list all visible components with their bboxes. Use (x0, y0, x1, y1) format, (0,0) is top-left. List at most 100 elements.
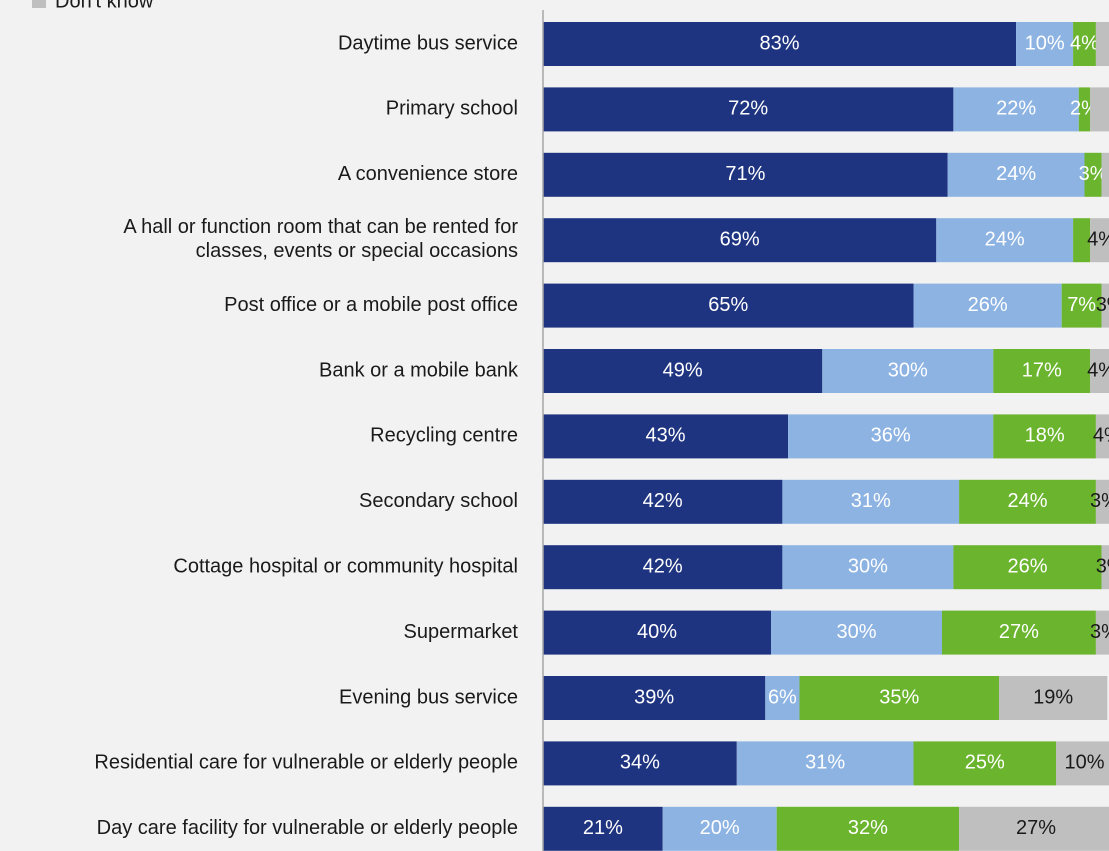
bar-segment (1078, 87, 1091, 132)
bar-segment (953, 87, 1079, 132)
bar-segment (543, 545, 783, 590)
value-label: 4% (1087, 359, 1109, 381)
bar-segment (799, 676, 999, 720)
bar-segment (1061, 283, 1102, 328)
category-label: Residential care for vulnerable or elder… (94, 752, 518, 774)
bar-segment (543, 22, 1017, 66)
bar-segment (1016, 22, 1074, 66)
value-label: 42% (643, 490, 683, 512)
bar-segment (543, 610, 771, 655)
bar-segment (765, 676, 800, 720)
category-label: Primary school (386, 98, 518, 120)
value-label: 3% (1079, 163, 1108, 185)
value-label: 83% (760, 32, 800, 54)
value-label: 24% (1007, 490, 1047, 512)
value-label: 4% (1093, 425, 1109, 447)
category-label: Evening bus service (339, 686, 518, 708)
value-label: 71% (725, 163, 765, 185)
value-label: 22% (996, 98, 1036, 120)
bar-segment (662, 806, 777, 851)
bar-segment (543, 741, 737, 786)
value-label: 42% (643, 555, 683, 577)
bar-segment (543, 218, 937, 263)
bar-segment (1073, 22, 1096, 66)
legend-label: Don't know (55, 0, 154, 12)
bar-segment (959, 479, 1096, 524)
value-label: 26% (1007, 555, 1047, 577)
category-label: Day care facility for vulnerable or elde… (97, 817, 518, 839)
value-label: 17% (1022, 359, 1062, 381)
value-label: 30% (888, 359, 928, 381)
value-label: 4% (1087, 228, 1109, 250)
value-label: 30% (848, 555, 888, 577)
bar-segment (1101, 152, 1109, 197)
bar-segment (959, 806, 1109, 851)
value-label: 27% (1016, 817, 1056, 839)
category-label: Daytime bus service (338, 32, 518, 54)
bar-segment (936, 218, 1074, 263)
value-label: 25% (965, 752, 1005, 774)
bar-segment (913, 283, 1062, 328)
category-label: Recycling centre (370, 425, 518, 447)
value-label: 43% (646, 425, 686, 447)
value-label: 18% (1025, 425, 1065, 447)
value-label: 31% (851, 490, 891, 512)
bar-segment (1101, 283, 1109, 328)
value-label: 35% (879, 686, 919, 708)
value-label: 34% (620, 752, 660, 774)
category-label: A hall or function room that can be rent… (123, 216, 518, 262)
value-label: 7% (1067, 294, 1096, 316)
bar-segment (776, 806, 960, 851)
bar-segment (953, 545, 1102, 590)
value-label: 30% (836, 621, 876, 643)
value-label: 31% (805, 752, 845, 774)
bar-segment (543, 479, 783, 524)
bar-segment (999, 676, 1108, 720)
value-label: 39% (634, 686, 674, 708)
bar-segment (822, 349, 994, 393)
value-label: 72% (728, 98, 768, 120)
bar-segment (543, 414, 789, 459)
bar-segment (1101, 545, 1109, 590)
value-label: 10% (1025, 32, 1065, 54)
value-label: 10% (1064, 752, 1104, 774)
bar-segment (993, 349, 1091, 393)
bar-segment (1095, 414, 1109, 459)
bar-segment (543, 806, 663, 851)
value-label: 4% (1070, 32, 1099, 54)
category-label: Cottage hospital or community hospital (173, 555, 518, 577)
bar-segment (947, 152, 1085, 197)
value-label: 19% (1033, 686, 1073, 708)
bar-segment (543, 349, 823, 393)
value-label: 3% (1096, 294, 1109, 316)
value-label: 69% (720, 228, 760, 250)
bar-segment (1056, 741, 1109, 786)
bar-segment (942, 610, 1096, 655)
bar-segment (782, 545, 954, 590)
value-label: 20% (700, 817, 740, 839)
value-label: 21% (583, 817, 623, 839)
bar-segment (1090, 218, 1109, 263)
bar-segment (993, 414, 1096, 459)
bar-segment (1090, 349, 1109, 393)
category-label: A convenience store (338, 163, 518, 185)
bar-segment (736, 741, 914, 786)
bar-segment (543, 152, 948, 197)
bar-segment (782, 479, 960, 524)
bar-segment (771, 610, 942, 655)
value-label: 26% (968, 294, 1008, 316)
category-label: Secondary school (359, 490, 518, 512)
value-label: 3% (1096, 555, 1109, 577)
bar-segment (788, 414, 994, 459)
value-label: 36% (871, 425, 911, 447)
value-label: 32% (848, 817, 888, 839)
bar-segment (913, 741, 1056, 786)
bar-segment (1090, 87, 1109, 132)
category-label: Supermarket (404, 621, 519, 643)
category-label: Bank or a mobile bank (319, 359, 519, 381)
value-label: 24% (996, 163, 1036, 185)
bar-segment (1073, 218, 1091, 263)
value-label: 24% (985, 228, 1025, 250)
bar-segment (543, 87, 954, 132)
